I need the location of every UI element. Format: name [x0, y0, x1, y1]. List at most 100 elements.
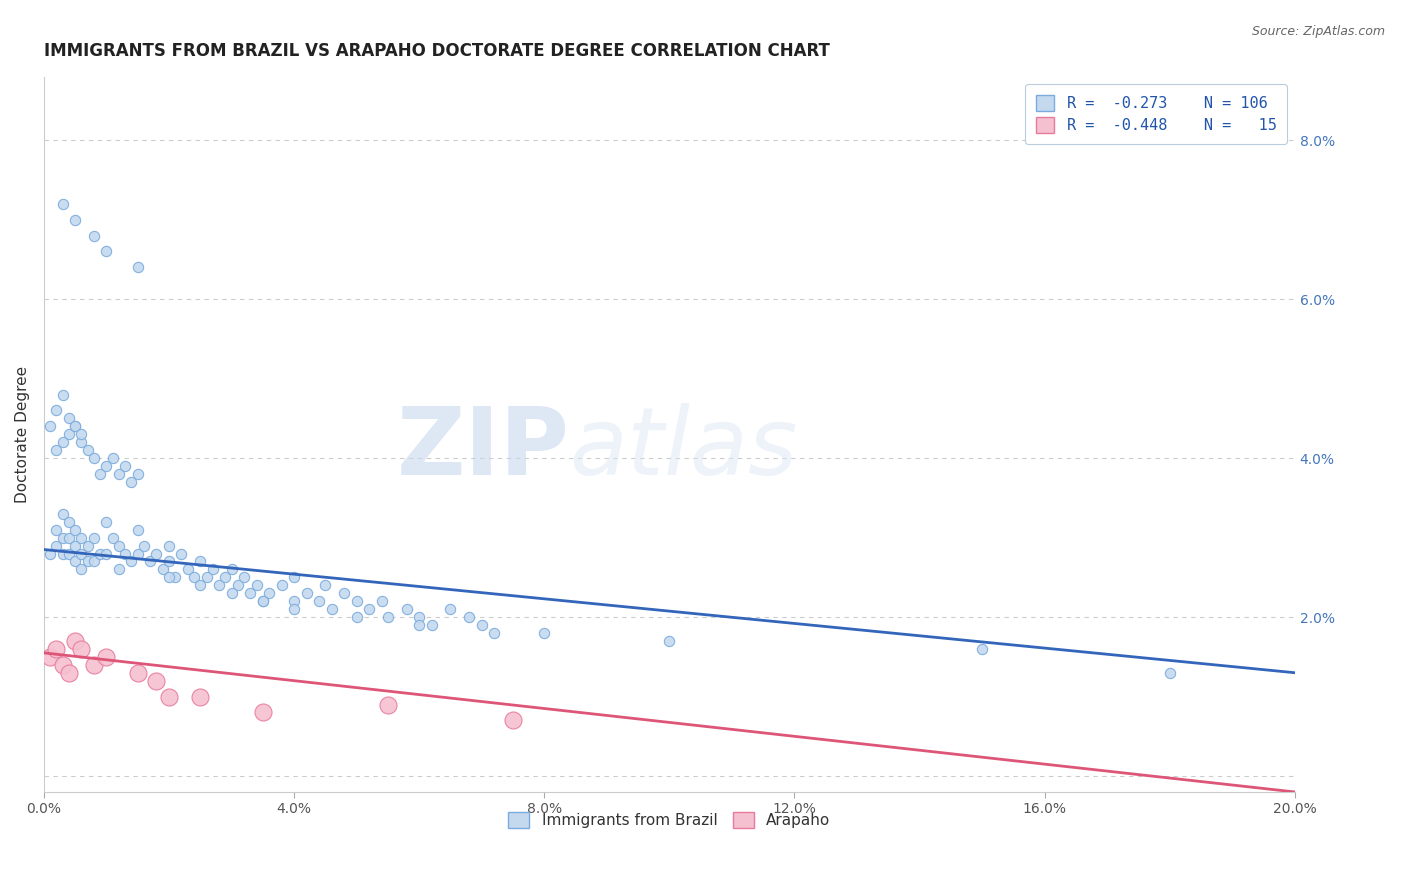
Y-axis label: Doctorate Degree: Doctorate Degree [15, 366, 30, 503]
Point [408, 618, 430, 632]
Point [127, 665, 149, 680]
Point [377, 698, 399, 712]
Point [52, 196, 75, 211]
Point [108, 539, 131, 553]
Point [58, 665, 80, 680]
Point [52, 387, 75, 401]
Point [502, 714, 524, 728]
Point [108, 467, 131, 481]
Point [420, 618, 443, 632]
Point [157, 539, 180, 553]
Point [58, 515, 80, 529]
Point [58, 427, 80, 442]
Point [39, 547, 62, 561]
Point [257, 586, 280, 600]
Point [96, 547, 118, 561]
Point [295, 586, 318, 600]
Point [252, 594, 274, 608]
Point [395, 602, 418, 616]
Point [63, 634, 86, 648]
Point [152, 562, 174, 576]
Point [76, 539, 98, 553]
Point [221, 586, 243, 600]
Point [52, 657, 75, 672]
Point [70, 435, 93, 450]
Point [39, 419, 62, 434]
Point [58, 411, 80, 425]
Point [52, 547, 75, 561]
Point [120, 554, 142, 568]
Point [458, 610, 481, 624]
Point [226, 578, 249, 592]
Point [108, 562, 131, 576]
Point [208, 578, 231, 592]
Point [658, 634, 681, 648]
Point [346, 610, 368, 624]
Legend: Immigrants from Brazil, Arapaho: Immigrants from Brazil, Arapaho [502, 806, 837, 834]
Point [83, 228, 105, 243]
Point [70, 641, 93, 656]
Point [970, 641, 993, 656]
Point [132, 539, 155, 553]
Point [127, 467, 149, 481]
Point [270, 578, 292, 592]
Point [283, 570, 305, 584]
Point [283, 594, 305, 608]
Point [183, 570, 205, 584]
Point [58, 547, 80, 561]
Point [45, 539, 67, 553]
Point [83, 531, 105, 545]
Point [308, 594, 330, 608]
Point [370, 594, 392, 608]
Point [333, 586, 356, 600]
Point [321, 602, 343, 616]
Point [245, 578, 267, 592]
Point [239, 586, 262, 600]
Text: ZIP: ZIP [396, 402, 569, 494]
Point [58, 531, 80, 545]
Point [96, 244, 118, 259]
Point [70, 531, 93, 545]
Point [408, 610, 430, 624]
Point [83, 451, 105, 466]
Point [145, 673, 167, 688]
Point [127, 260, 149, 275]
Text: Source: ZipAtlas.com: Source: ZipAtlas.com [1251, 25, 1385, 38]
Point [63, 419, 86, 434]
Point [83, 554, 105, 568]
Point [346, 594, 368, 608]
Point [63, 212, 86, 227]
Text: atlas: atlas [569, 403, 797, 494]
Point [96, 459, 118, 474]
Point [188, 578, 211, 592]
Point [1159, 665, 1181, 680]
Point [63, 419, 86, 434]
Point [52, 531, 75, 545]
Point [188, 690, 211, 704]
Point [188, 554, 211, 568]
Point [165, 570, 187, 584]
Point [45, 443, 67, 458]
Point [252, 706, 274, 720]
Point [195, 570, 218, 584]
Point [139, 554, 162, 568]
Point [120, 475, 142, 489]
Point [127, 523, 149, 537]
Point [101, 531, 124, 545]
Point [170, 547, 193, 561]
Point [39, 649, 62, 664]
Point [177, 562, 200, 576]
Point [114, 547, 136, 561]
Point [76, 443, 98, 458]
Point [76, 554, 98, 568]
Point [101, 451, 124, 466]
Point [63, 539, 86, 553]
Point [314, 578, 336, 592]
Point [70, 427, 93, 442]
Point [52, 507, 75, 521]
Point [439, 602, 461, 616]
Point [533, 626, 555, 640]
Point [63, 523, 86, 537]
Point [252, 594, 274, 608]
Point [89, 467, 111, 481]
